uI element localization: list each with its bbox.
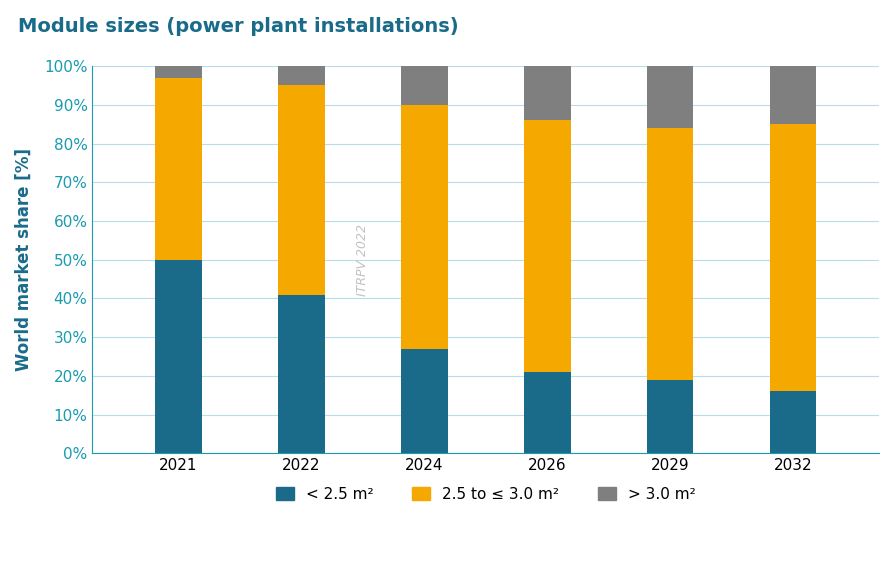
Bar	[156, 78, 202, 259]
Bar	[524, 372, 570, 453]
Bar	[278, 66, 325, 86]
Bar	[278, 86, 325, 294]
Bar	[278, 294, 325, 453]
Bar	[401, 349, 448, 453]
Bar	[401, 66, 448, 105]
Bar	[770, 391, 816, 453]
Bar	[646, 66, 694, 128]
Bar	[524, 120, 570, 372]
Bar	[770, 66, 816, 124]
Bar	[156, 66, 202, 78]
Bar	[770, 124, 816, 391]
Y-axis label: World market share [%]: World market share [%]	[15, 148, 33, 371]
Legend: < 2.5 m², 2.5 to ≤ 3.0 m², > 3.0 m²: < 2.5 m², 2.5 to ≤ 3.0 m², > 3.0 m²	[269, 481, 702, 508]
Bar	[646, 380, 694, 453]
Text: Module sizes (power plant installations): Module sizes (power plant installations)	[18, 17, 459, 36]
Bar	[646, 128, 694, 380]
Bar	[524, 66, 570, 120]
Text: ITRPV 2022: ITRPV 2022	[357, 224, 369, 296]
Bar	[156, 259, 202, 453]
Bar	[401, 105, 448, 349]
